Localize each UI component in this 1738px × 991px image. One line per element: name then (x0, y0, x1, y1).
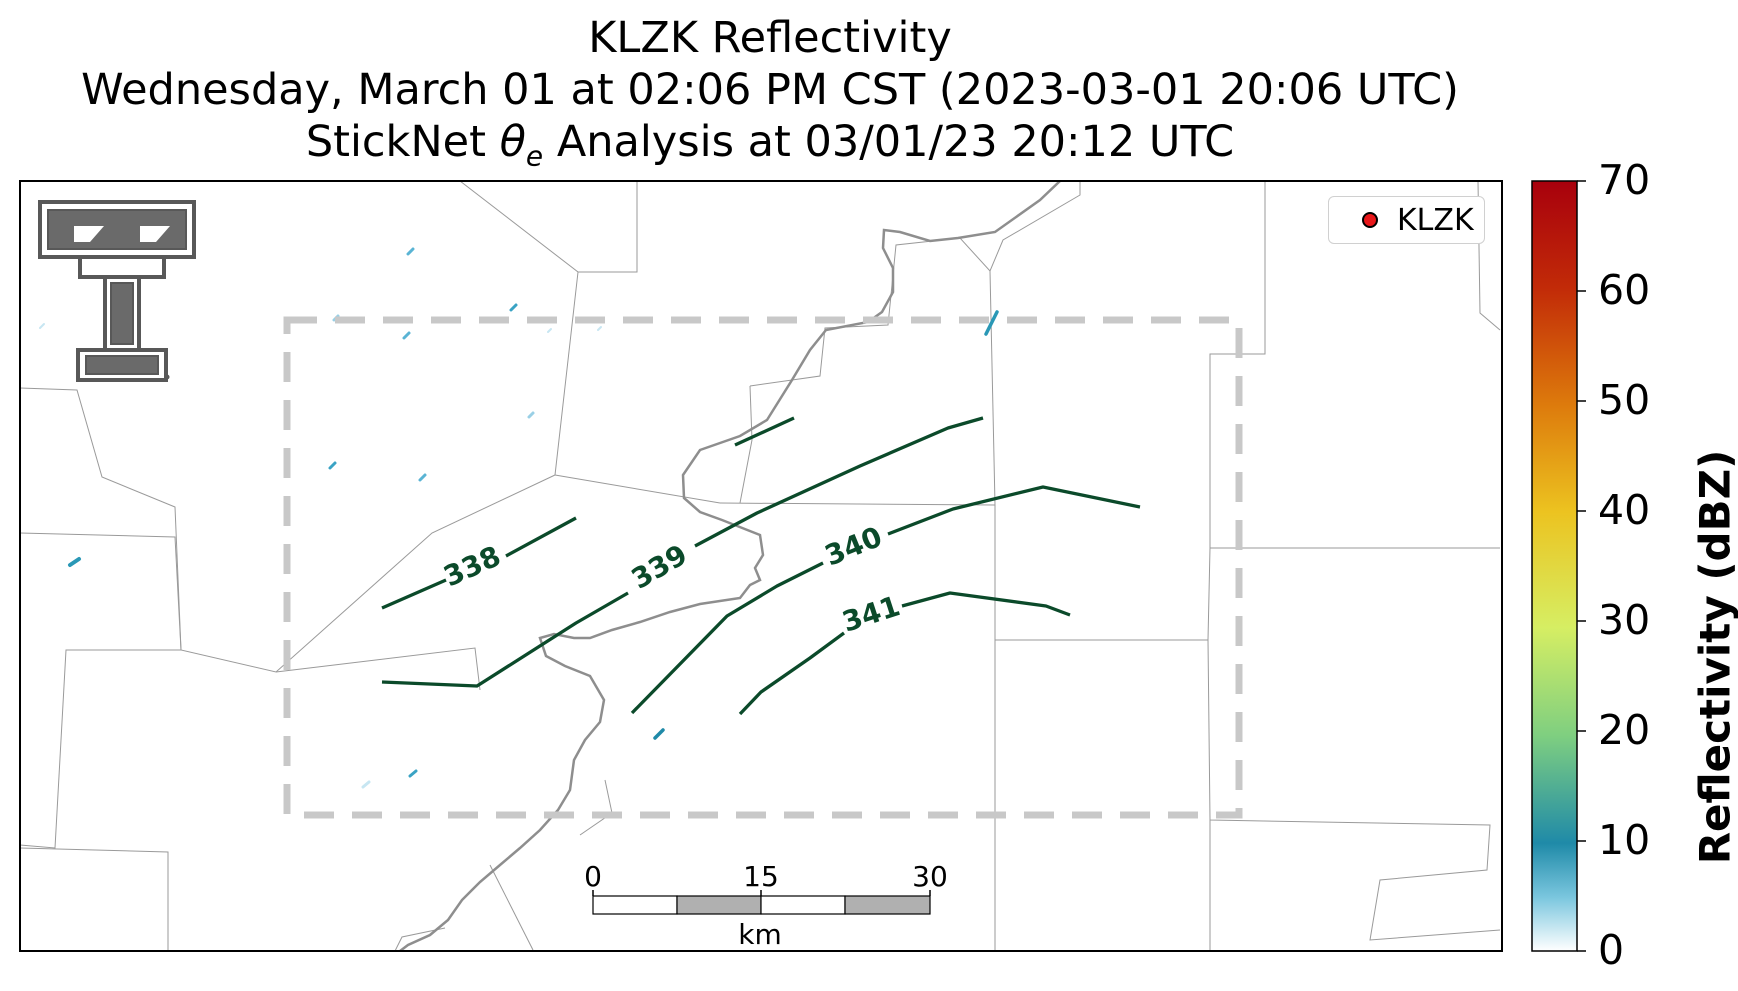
colorbar-tick-label: 20 (1598, 706, 1651, 754)
analysis-domain-box (283, 316, 1243, 819)
contour-340-segment (630, 561, 824, 715)
map-frame (19, 180, 1503, 952)
contour-340-segment (887, 485, 1141, 536)
colorbar-tick-label: 30 (1598, 596, 1651, 644)
texas-tech-logo (38, 200, 196, 382)
contour-label-341: 341 (838, 589, 904, 638)
contour-label-340: 340 (820, 520, 887, 572)
scale-segment-3 (844, 895, 931, 915)
contour-339-top-segment (734, 416, 795, 447)
radar-site-marker-icon (1362, 212, 1378, 228)
contour-label-338: 338 (439, 539, 506, 593)
contour-338-segment (381, 578, 447, 610)
contour-341-segment (901, 591, 1071, 617)
county-boundaries (20, 181, 1501, 951)
contour-labels: 338 339 340 341 (439, 520, 904, 639)
colorbar-ticks (1577, 180, 1586, 952)
colorbar-tick-label: 70 (1598, 156, 1651, 204)
contour-339-segment (381, 591, 629, 688)
contour-338-segment (505, 516, 577, 558)
reflectivity-echoes (39, 247, 999, 789)
title-line-1: KLZK Reflectivity (588, 13, 952, 63)
scale-segment-1 (676, 895, 762, 915)
colorbar-tick-label: 40 (1598, 486, 1651, 534)
colorbar-tick-label: 0 (1598, 926, 1625, 974)
contour-label-339: 339 (626, 538, 693, 596)
colorbar (1531, 180, 1578, 952)
scale-tick-label: 0 (584, 860, 602, 893)
colorbar-tick-label: 10 (1598, 816, 1651, 864)
title-line-2: Wednesday, March 01 at 02:06 PM CST (202… (81, 65, 1459, 115)
colorbar-tick-label: 50 (1598, 376, 1651, 424)
scale-unit-label: km (738, 918, 782, 951)
colorbar-title: Reflectivity (dBZ) (1690, 449, 1738, 865)
title-block: KLZK Reflectivity Wednesday, March 01 at… (0, 12, 1540, 183)
colorbar-tick-label: 60 (1598, 266, 1651, 314)
title-line-3: StickNet θe Analysis at 03/01/23 20:12 U… (305, 117, 1235, 173)
theta-e-contours (381, 416, 1141, 716)
legend-label: KLZK (1397, 203, 1474, 238)
theta-symbol: θ (499, 117, 526, 167)
contour-341-segment (738, 631, 845, 716)
scale-tick-label: 30 (912, 860, 948, 893)
contour-339-segment (694, 416, 984, 548)
legend: KLZK (1328, 196, 1485, 244)
scale-segment-2 (760, 895, 846, 915)
scale-segment-0 (592, 895, 678, 915)
scale-tick-label: 15 (743, 860, 779, 893)
scale-bar (592, 890, 931, 915)
